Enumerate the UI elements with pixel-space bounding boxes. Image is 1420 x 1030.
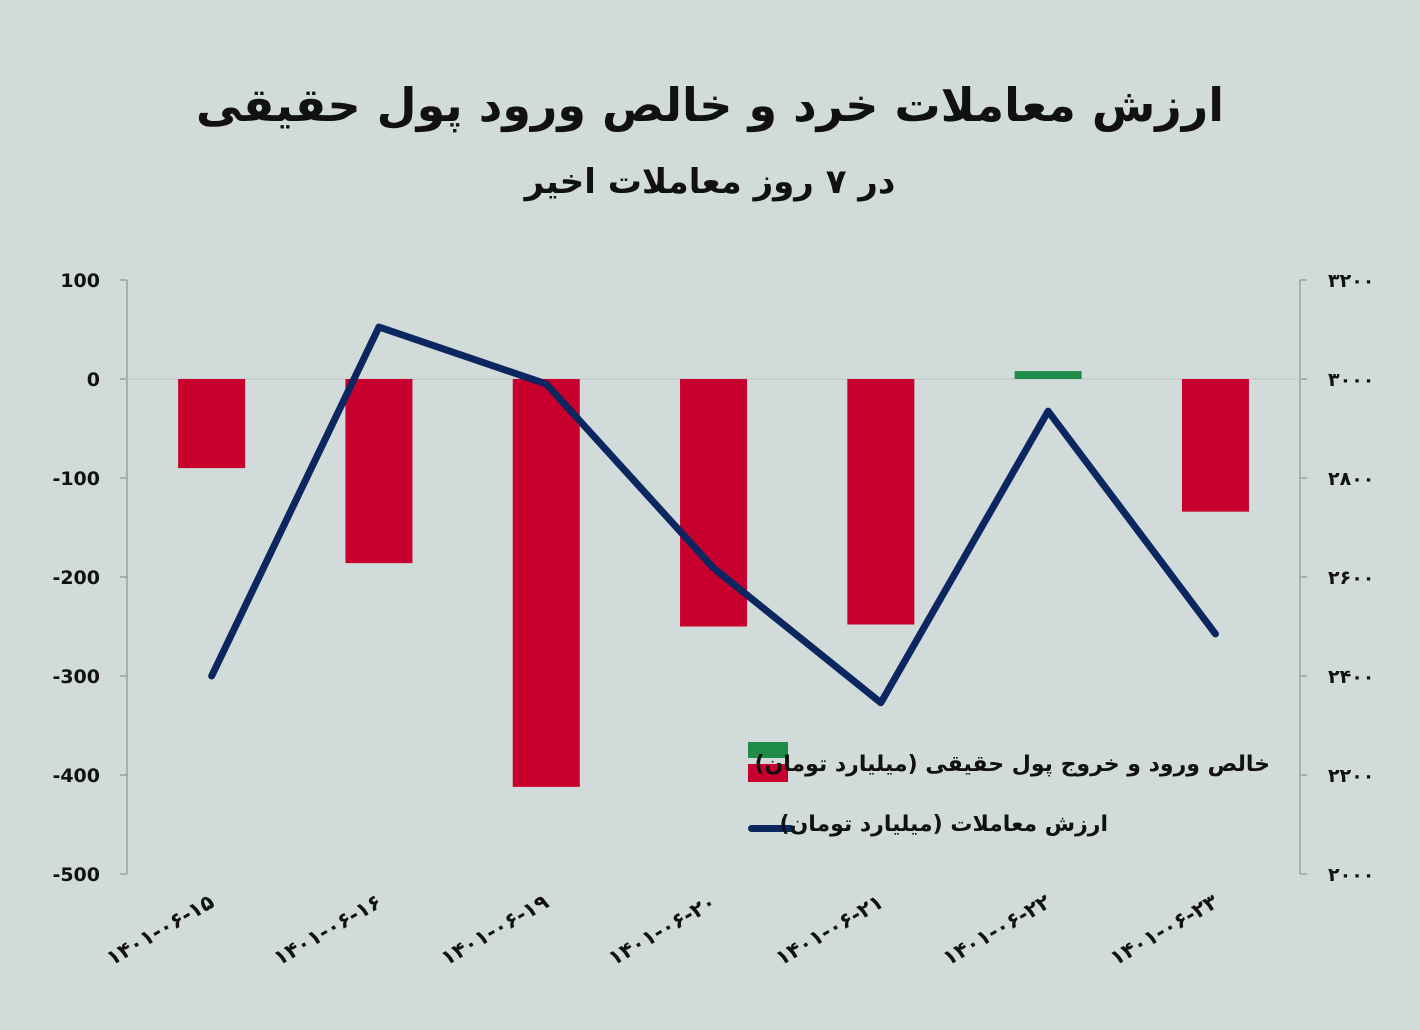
line-point bbox=[376, 325, 381, 330]
legend-line-label: ارزش معاملات (میلیارد تومان) bbox=[779, 812, 1108, 837]
bar bbox=[847, 379, 915, 625]
chart-title: ارزش معاملات خرد و خالص ورود پول حقیقی bbox=[195, 78, 1225, 132]
x-tick-label: ۱۴۰۱-۰۶-۲۱ bbox=[771, 890, 887, 971]
legend-bars: خالص ورود و خروج پول حقیقی (میلیارد توما… bbox=[748, 740, 1270, 784]
right-tick-label: ۲۸۰۰ bbox=[1328, 468, 1374, 490]
x-tick-label: ۱۴۰۱-۰۶-۱۹ bbox=[437, 889, 553, 970]
left-tick-label: -100 bbox=[52, 468, 100, 490]
line-point bbox=[1046, 409, 1051, 414]
left-tick-label: -300 bbox=[52, 666, 100, 688]
chart-subtitle: در ۷ روز معاملات اخیر bbox=[524, 162, 896, 202]
bar bbox=[1014, 371, 1082, 379]
left-tick-label: 100 bbox=[60, 270, 100, 292]
right-tick-label: ۲۲۰۰ bbox=[1328, 765, 1374, 787]
right-tick-label: ۲۶۰۰ bbox=[1328, 567, 1374, 589]
line-point bbox=[878, 700, 883, 705]
legend-positive-swatch bbox=[748, 742, 788, 758]
x-tick-label: ۱۴۰۱-۰۶-۱۵ bbox=[102, 889, 218, 970]
legend-bars-label: خالص ورود و خروج پول حقیقی (میلیارد توما… bbox=[754, 752, 1270, 777]
line-point bbox=[1213, 631, 1218, 636]
x-tick-label: ۱۴۰۱-۰۶-۲۰ bbox=[604, 890, 720, 971]
left-tick-label: -400 bbox=[52, 765, 100, 787]
x-tick-label: ۱۴۰۱-۰۶-۱۶ bbox=[270, 890, 386, 971]
line-point bbox=[544, 381, 549, 386]
bar bbox=[512, 379, 580, 787]
legend-line-swatch bbox=[748, 825, 794, 832]
line-point bbox=[711, 566, 716, 571]
right-tick-label: ۲۴۰۰ bbox=[1328, 666, 1374, 688]
x-tick-label: ۱۴۰۱-۰۶-۲۲ bbox=[939, 889, 1055, 970]
legend-negative-swatch bbox=[748, 764, 788, 782]
left-tick-label: -200 bbox=[52, 567, 100, 589]
bar bbox=[1181, 379, 1249, 512]
left-tick-label: -500 bbox=[52, 864, 100, 886]
left-tick-label: 0 bbox=[87, 369, 100, 391]
right-tick-label: ۳۲۰۰ bbox=[1328, 270, 1374, 292]
legend-line: ارزش معاملات (میلیارد تومان) bbox=[748, 810, 1108, 844]
right-tick-label: ۳۰۰۰ bbox=[1328, 369, 1374, 391]
bar bbox=[345, 379, 413, 564]
line-point bbox=[209, 674, 214, 678]
right-tick-label: ۲۰۰۰ bbox=[1328, 864, 1374, 886]
x-tick-label: ۱۴۰۱-۰۶-۲۳ bbox=[1106, 889, 1222, 970]
bar bbox=[178, 379, 246, 469]
